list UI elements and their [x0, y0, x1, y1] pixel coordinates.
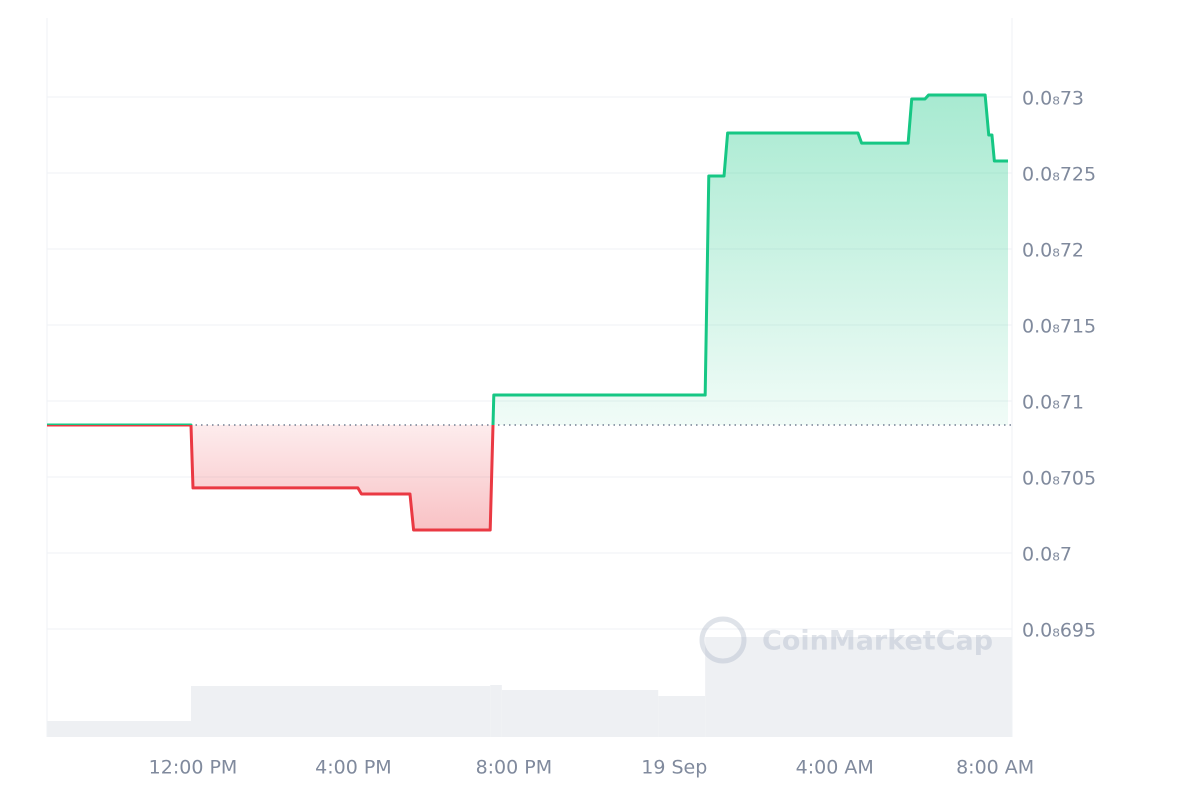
watermark: CoinMarketCap: [699, 616, 993, 664]
price-line-up: [47, 93, 1008, 425]
x-tick-label: 12:00 PM: [149, 757, 238, 779]
x-tick-label: 19 Sep: [641, 757, 707, 779]
volume-bar: [501, 690, 659, 737]
y-tick-label: 0.0₈705: [1022, 467, 1096, 489]
y-tick-label: 0.0₈695: [1022, 619, 1096, 641]
watermark-text: CoinMarketCap: [762, 626, 993, 657]
volume-bar: [658, 696, 706, 737]
y-tick-label: 0.0₈7: [1022, 543, 1072, 565]
x-tick-label: 4:00 PM: [315, 757, 392, 779]
volume-bar: [190, 686, 491, 737]
y-tick-label: 0.0₈725: [1022, 164, 1096, 186]
y-tick-label: 0.0₈72: [1022, 240, 1084, 262]
y-tick-label: 0.0₈715: [1022, 315, 1096, 337]
area-up: [493, 95, 1008, 425]
volume-bar: [490, 685, 502, 737]
x-tick-label: 8:00 PM: [476, 757, 553, 779]
price-line-down: [47, 424, 495, 532]
y-tick-label: 0.0₈71: [1022, 391, 1084, 413]
volume-bar: [47, 721, 191, 737]
x-tick-label: 8:00 AM: [956, 757, 1034, 779]
volume-bar: [705, 637, 1012, 737]
watermark-logo: [699, 616, 747, 664]
y-tick-label: 0.0₈73: [1022, 88, 1084, 110]
area-down: [47, 424, 1008, 531]
x-tick-label: 4:00 AM: [796, 757, 874, 779]
